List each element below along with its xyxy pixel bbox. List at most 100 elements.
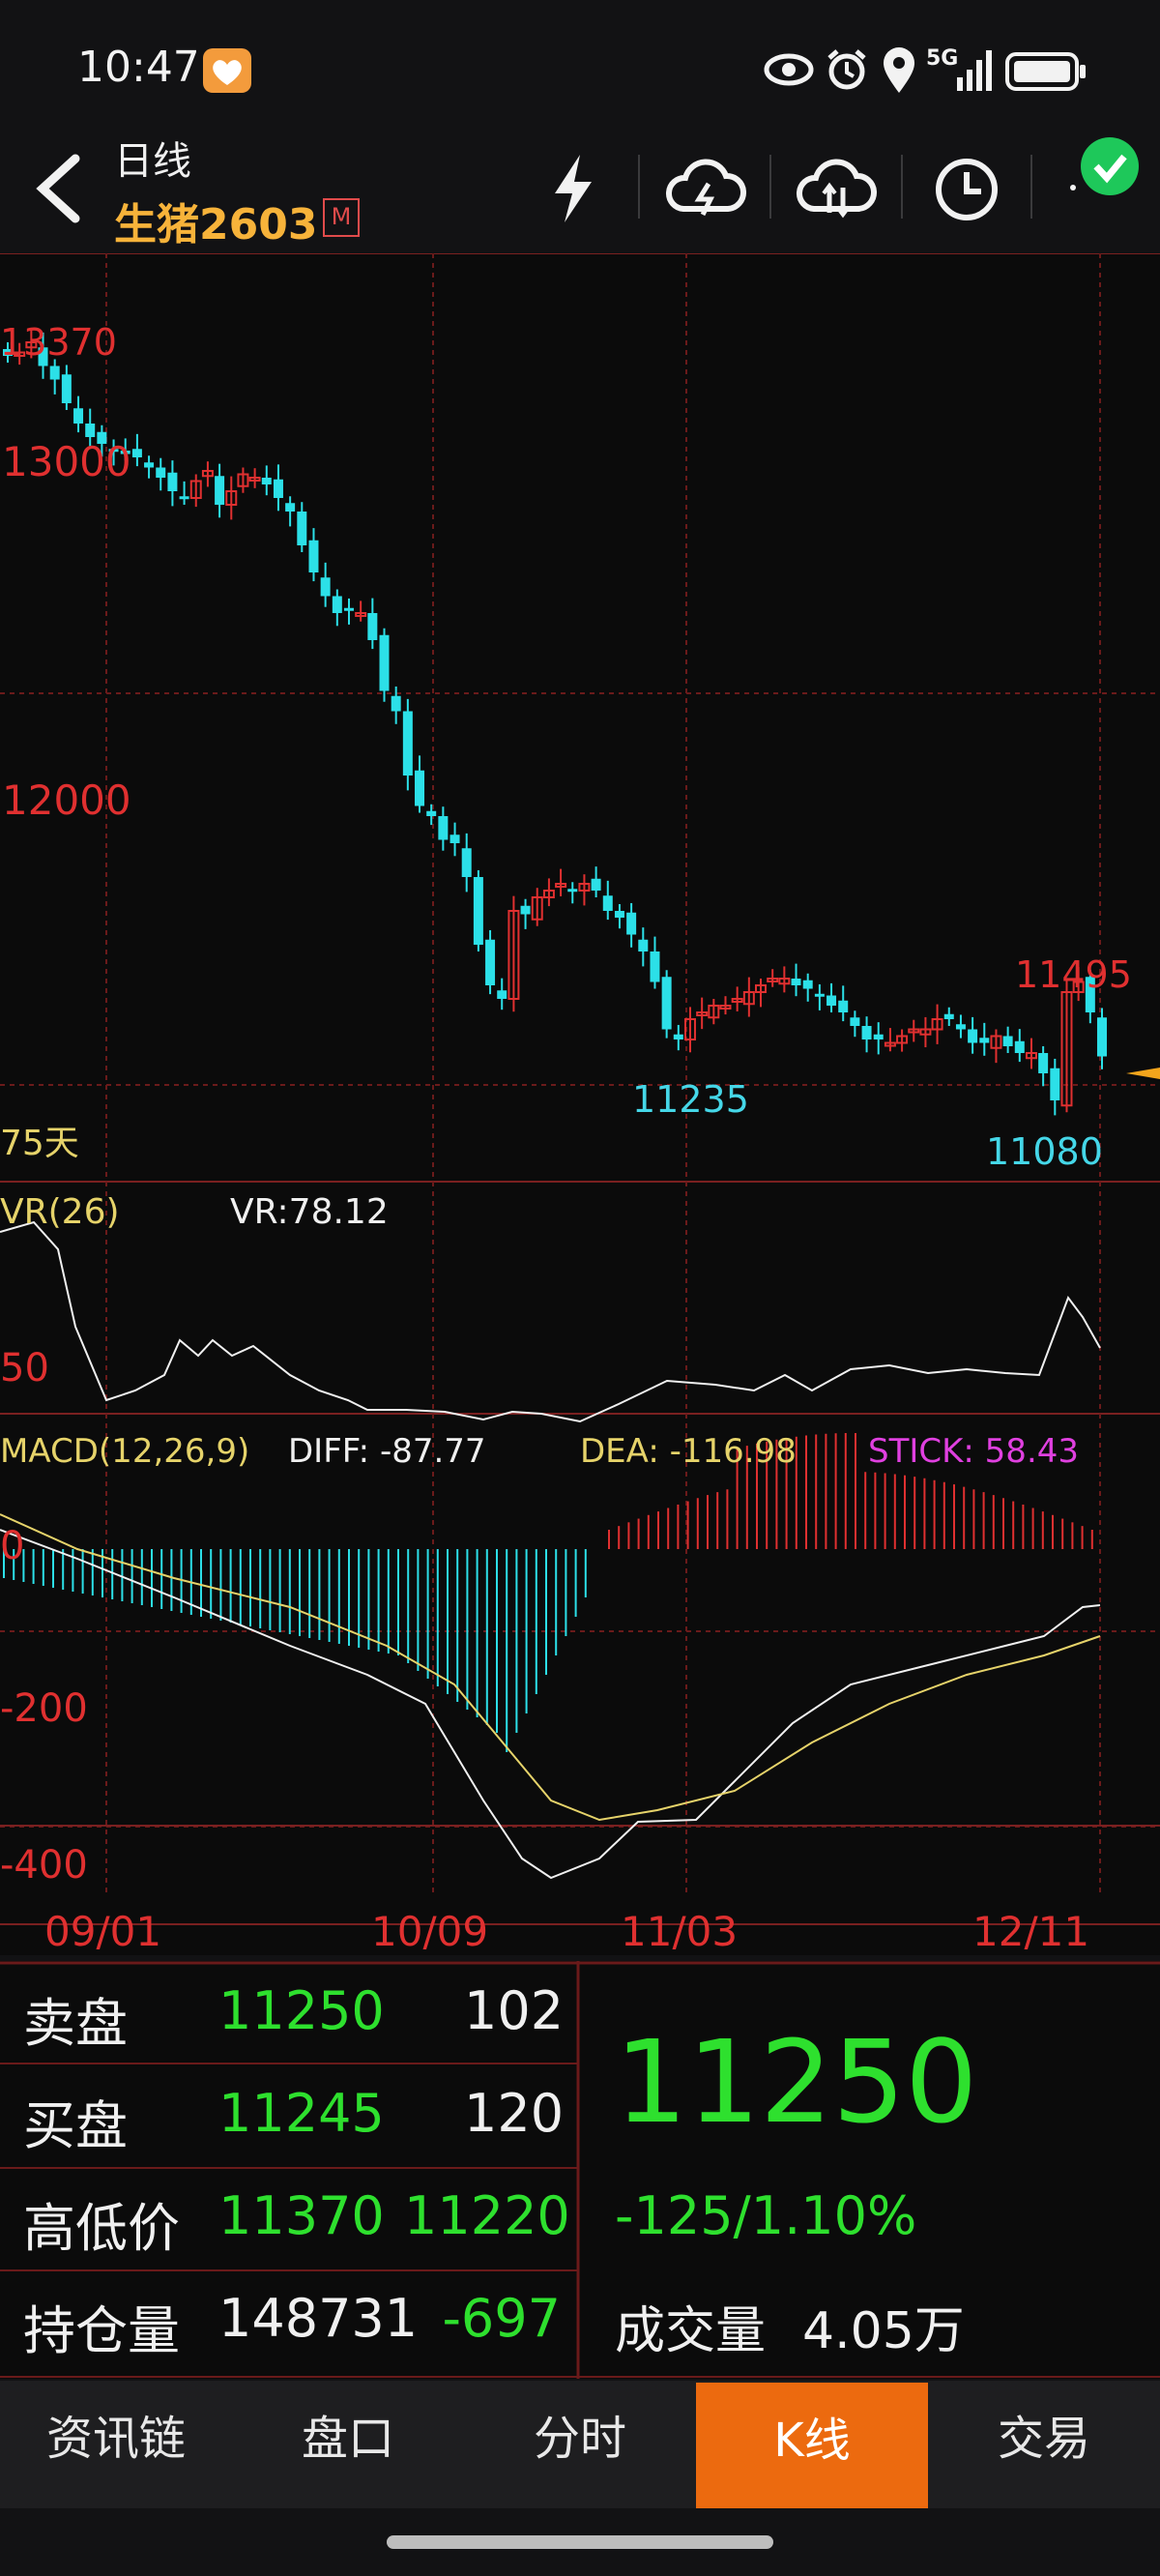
- chevron-left-icon: [36, 154, 80, 223]
- candle-body-up: [719, 1005, 732, 1010]
- home-indicator[interactable]: [387, 2535, 773, 2549]
- candle-body-down: [73, 408, 84, 424]
- candle-body-down: [308, 540, 319, 572]
- candle-body-down: [650, 951, 660, 982]
- candle-body-down: [602, 895, 613, 911]
- kline-chart[interactable]: 13370 13000 12000 11235 11080 11495 75天 …: [0, 252, 1160, 1955]
- candle-body-up: [225, 490, 238, 506]
- candle-body-up: [578, 883, 591, 892]
- candle-body-down: [661, 977, 672, 1030]
- vr-axis-label: 50: [0, 1346, 49, 1390]
- macd-diff-line: [0, 1529, 1101, 1880]
- candle-body-up: [696, 1011, 709, 1016]
- macd-axis-zero: 0: [0, 1524, 24, 1568]
- candle-body-down: [3, 349, 13, 356]
- candle-body-down: [156, 467, 166, 478]
- macd-stick-series: [3, 1433, 1093, 1752]
- candle-body-up: [767, 978, 779, 982]
- open-interest-value: 148731: [218, 2288, 419, 2349]
- toolbar-divider: [1030, 155, 1032, 219]
- candle-body-down: [261, 478, 272, 484]
- high-annotation-11495: 11495: [1015, 953, 1132, 996]
- heart-icon: [203, 48, 251, 93]
- candle-body-down: [131, 449, 142, 457]
- clock-button[interactable]: [923, 145, 1010, 232]
- candle-body-up: [908, 1028, 920, 1034]
- macd-axis-minus400: -400: [0, 1843, 88, 1888]
- candle-body-down: [391, 695, 401, 712]
- candle-body-down: [215, 476, 225, 505]
- candle-body-down: [38, 347, 48, 366]
- candle-body-down: [955, 1024, 966, 1030]
- candle-body-up: [683, 1018, 696, 1040]
- candle-body-down: [861, 1026, 872, 1039]
- macd-stick: STICK: 58.43: [868, 1432, 1079, 1471]
- candle-body-down: [567, 889, 578, 893]
- candle-body-down: [415, 770, 425, 806]
- candle-body-down: [1002, 1036, 1013, 1046]
- period-title: 日线: [114, 139, 191, 184]
- candle-body-down: [802, 980, 813, 989]
- candlestick-series: [3, 330, 1107, 1116]
- back-button[interactable]: [27, 145, 89, 232]
- candle-body-down: [167, 472, 178, 491]
- candle-body-up: [931, 1018, 943, 1031]
- cloud-sync-button[interactable]: [793, 145, 880, 232]
- candle-body-up: [355, 612, 367, 617]
- candle-body-up: [778, 978, 791, 985]
- candle-body-up: [742, 991, 755, 1006]
- battery-icon: [1005, 52, 1088, 91]
- cloud-upload-icon: [666, 159, 746, 217]
- bid-price: 11245: [218, 2083, 385, 2144]
- candle-body-up: [731, 998, 743, 1003]
- candle-body-up: [189, 480, 202, 499]
- volume-label: 成交量: [615, 2302, 767, 2360]
- network-label: 5G: [926, 46, 959, 71]
- candle-body-down: [108, 449, 119, 453]
- lightning-icon: [555, 155, 592, 222]
- candle-body-down: [673, 1034, 683, 1039]
- candle-body-down: [1038, 1053, 1049, 1073]
- candle-body-down: [285, 503, 296, 512]
- contract-symbol[interactable]: 生猪2603: [114, 200, 318, 249]
- candle-body-down: [943, 1013, 954, 1019]
- candle-body-down: [485, 939, 496, 985]
- toolbar-divider: [901, 155, 903, 219]
- tab-order-book[interactable]: 盘口: [301, 2412, 394, 2466]
- toolbar-divider: [769, 155, 771, 219]
- tab-news-chain[interactable]: 资讯链: [45, 2412, 186, 2466]
- high-price: 11370: [218, 2185, 385, 2246]
- kline-chart-panel[interactable]: 13370 13000 12000 11235 11080 11495 75天 …: [0, 252, 1160, 1955]
- candle-body-up: [555, 883, 567, 888]
- price-label-13000: 13000: [2, 438, 131, 485]
- candle-body-down: [591, 878, 601, 891]
- cloud-upload-button[interactable]: [662, 145, 749, 232]
- high-low-label: 高低价: [23, 2198, 180, 2259]
- candle-body-down: [179, 496, 189, 500]
- macd-lines: [0, 1513, 1101, 1880]
- candle-body-down: [97, 431, 107, 444]
- price-label-high: 13370: [0, 321, 117, 364]
- volume-value: 4.05万: [802, 2302, 965, 2360]
- alarm-icon: [824, 46, 870, 93]
- candle-body-down: [402, 711, 413, 776]
- vr-title: VR(26): [0, 1192, 120, 1232]
- candle-body-up: [896, 1035, 909, 1044]
- candle-body-down: [1097, 1017, 1107, 1057]
- candle-body-up: [1025, 1052, 1037, 1060]
- low-annotation-11235: 11235: [632, 1078, 749, 1121]
- candle-body-up: [990, 1035, 1002, 1049]
- candle-body-down: [461, 848, 472, 877]
- candle-body-down: [850, 1017, 860, 1026]
- toolbar-divider: [638, 155, 640, 219]
- tab-kline[interactable]: K线: [696, 2383, 928, 2508]
- check-button[interactable]: [1063, 130, 1150, 217]
- candle-body-up: [201, 470, 214, 478]
- tab-intraday[interactable]: 分时: [533, 2412, 626, 2466]
- lightning-button[interactable]: [530, 145, 617, 232]
- candle-body-down: [614, 911, 624, 918]
- candle-body-up: [237, 473, 249, 487]
- tab-trade[interactable]: 交易: [997, 2412, 1090, 2466]
- candle-body-down: [873, 1034, 884, 1039]
- x-label-1103: 11/03: [621, 1908, 738, 1955]
